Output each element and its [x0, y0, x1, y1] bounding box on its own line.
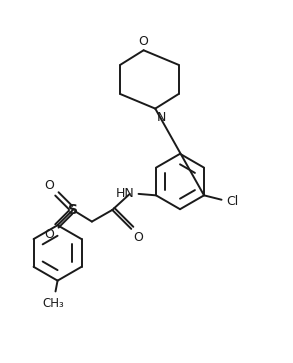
- Text: O: O: [44, 179, 54, 192]
- Text: Cl: Cl: [226, 195, 238, 208]
- Text: O: O: [44, 228, 54, 241]
- Text: N: N: [157, 111, 166, 124]
- Text: HN: HN: [115, 187, 134, 200]
- Text: CH₃: CH₃: [42, 297, 64, 310]
- Text: O: O: [134, 231, 144, 244]
- Text: O: O: [139, 35, 149, 48]
- Text: S: S: [68, 203, 78, 217]
